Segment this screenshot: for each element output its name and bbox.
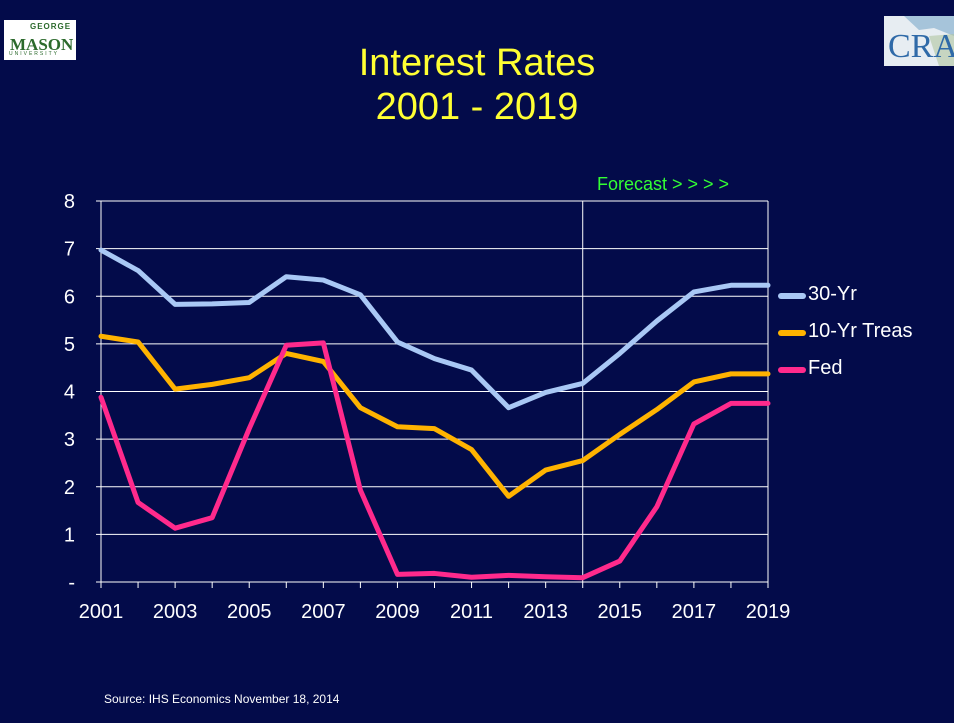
y-tick-label: 2 xyxy=(64,477,75,499)
y-tick-label: 5 xyxy=(64,334,75,356)
cra-logo-text: CRA xyxy=(888,28,954,65)
y-tick-label: 8 xyxy=(64,191,75,213)
y-tick-label: 6 xyxy=(64,286,75,308)
y-tick-label: - xyxy=(68,572,75,594)
source-note: Source: IHS Economics November 18, 2014 xyxy=(104,692,340,706)
x-tick-label: 2007 xyxy=(301,601,346,623)
slide-title-line1: Interest Rates xyxy=(358,42,596,84)
x-tick-label: 2019 xyxy=(746,601,791,623)
y-tick-label: 3 xyxy=(64,429,75,451)
series-line-10-yr-treas xyxy=(98,333,771,499)
x-tick-label: 2009 xyxy=(375,601,420,623)
logo-sub-text: UNIVERSITY xyxy=(9,51,60,57)
x-tick-label: 2001 xyxy=(79,601,124,623)
slide-title-line2: 2001 - 2019 xyxy=(375,86,579,128)
y-tick-label: 1 xyxy=(64,524,75,546)
x-tick-label: 2013 xyxy=(523,601,568,623)
legend-label: 10-Yr Treas xyxy=(808,320,913,342)
y-tick-label: 4 xyxy=(64,382,75,404)
logo-main-text: MASON xyxy=(10,35,74,54)
legend-swatch xyxy=(778,367,806,373)
x-tick-label: 2011 xyxy=(450,601,493,623)
y-tick-label: 7 xyxy=(64,239,75,261)
legend-swatch xyxy=(778,330,806,336)
series-line-30-yr xyxy=(98,247,771,411)
george-mason-logo: GEORGE MASON UNIVERSITY xyxy=(4,20,76,60)
series-line-fed xyxy=(98,340,771,581)
x-tick-label: 2015 xyxy=(598,601,643,623)
logo-small-text: GEORGE xyxy=(30,22,72,31)
legend-label: 30-Yr xyxy=(808,283,857,305)
x-tick-label: 2017 xyxy=(672,601,717,623)
cra-logo: CRA xyxy=(884,16,954,66)
x-tick-label: 2005 xyxy=(227,601,272,623)
x-tick-label: 2003 xyxy=(153,601,198,623)
legend-label: Fed xyxy=(808,357,843,379)
forecast-label: Forecast > > > > xyxy=(597,174,730,194)
legend-swatch xyxy=(778,293,806,299)
